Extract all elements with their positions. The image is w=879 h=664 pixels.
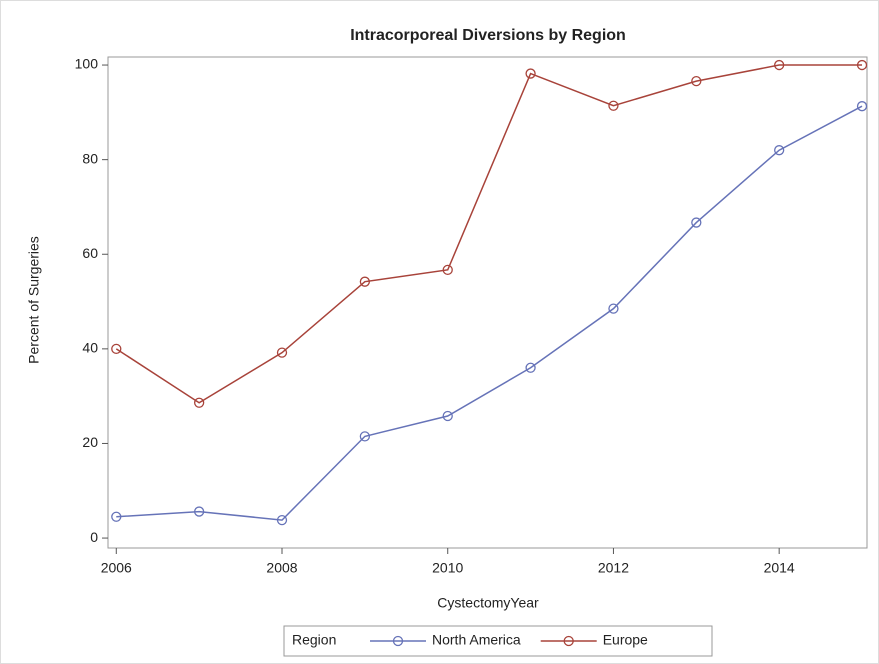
series-line: [115, 64, 863, 404]
data-point: [442, 264, 453, 276]
legend-title: Region: [292, 632, 336, 648]
y-tick-label: 60: [82, 245, 98, 261]
data-point: [276, 514, 288, 526]
legend-label: Europe: [603, 632, 648, 648]
y-axis-label: Percent of Surgeries: [26, 236, 42, 364]
legend-marker: [563, 635, 574, 647]
data-point: [608, 100, 619, 111]
data-point: [359, 276, 371, 287]
data-point: [525, 362, 536, 373]
data-point: [276, 347, 288, 358]
data-point: [608, 303, 619, 314]
data-point: [193, 506, 205, 517]
data-point: [774, 145, 785, 156]
chart-title: Intracorporeal Diversions by Region: [350, 27, 626, 44]
y-tick-label: 0: [90, 529, 98, 545]
data-point: [111, 343, 122, 355]
data-point: [525, 68, 536, 79]
data-point: [691, 75, 702, 87]
x-tick-label: 2006: [101, 560, 132, 576]
y-tick-label: 80: [82, 150, 98, 166]
y-tick-label: 40: [82, 340, 98, 356]
x-axis-label: CystectomyYear: [437, 595, 539, 611]
legend-marker: [392, 635, 404, 647]
legend-label: North America: [432, 632, 521, 648]
data-point: [111, 511, 122, 522]
y-tick-label: 20: [82, 434, 98, 450]
data-point: [691, 217, 702, 228]
data-point: [442, 410, 453, 422]
series-line: [116, 105, 863, 521]
legend-box: [283, 625, 713, 657]
data-point: [193, 397, 205, 408]
y-tick-label: 100: [75, 56, 99, 72]
data-point: [856, 101, 868, 112]
data-point: [856, 59, 868, 71]
plot-frame: [107, 56, 868, 549]
x-tick-label: 2012: [598, 560, 629, 576]
data-point: [359, 431, 371, 442]
x-tick-label: 2010: [432, 560, 463, 576]
x-tick-label: 2008: [266, 560, 297, 576]
data-point: [774, 59, 785, 71]
x-tick-label: 2014: [764, 560, 795, 576]
